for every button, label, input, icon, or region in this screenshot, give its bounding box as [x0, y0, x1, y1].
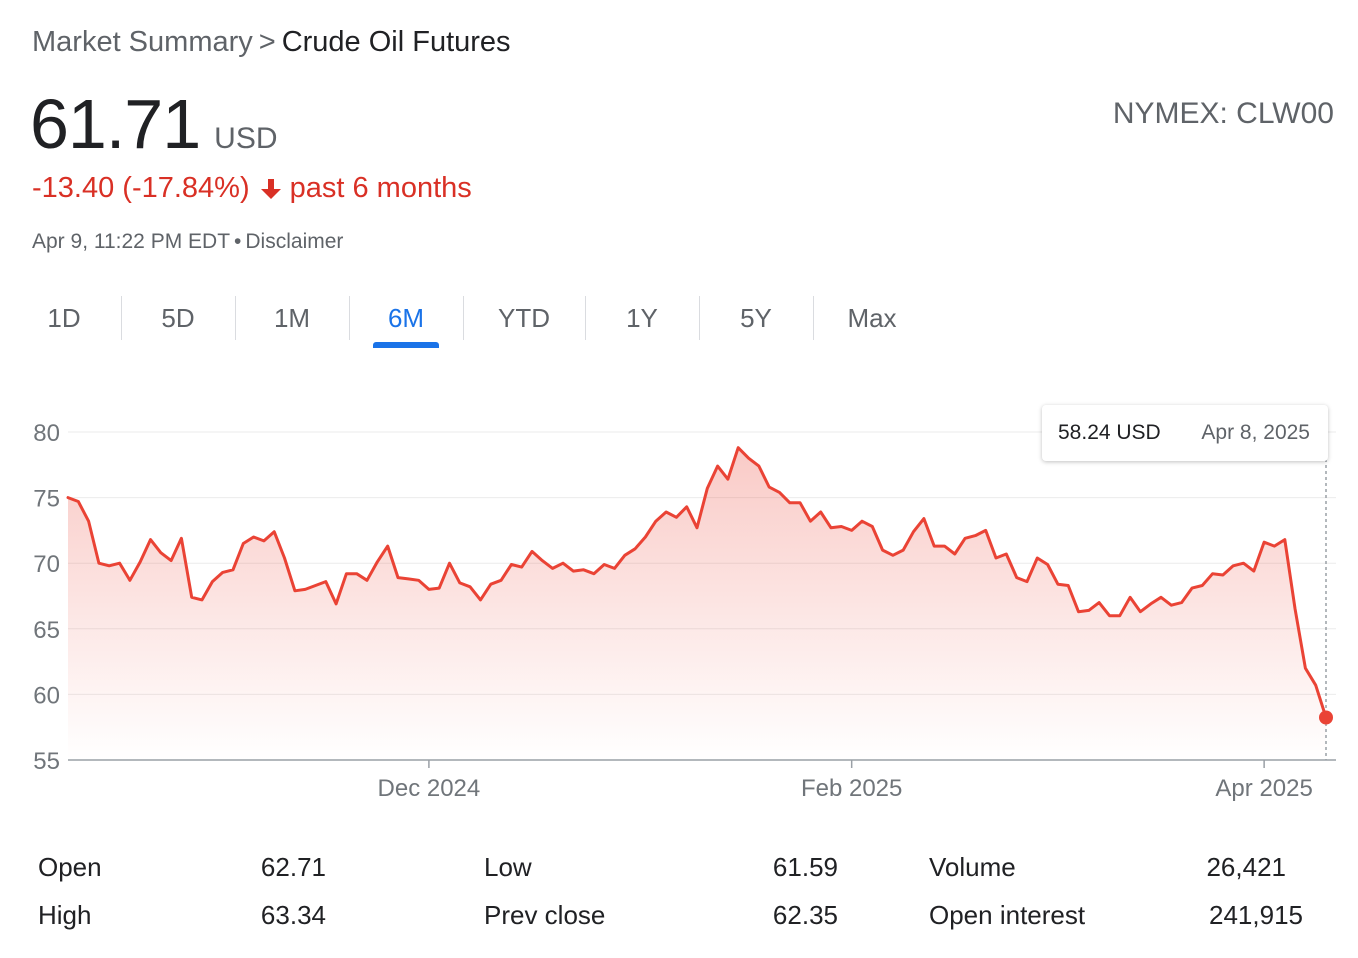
tab-divider [349, 296, 350, 340]
chart-tooltip: 58.24 USD Apr 8, 2025 [1042, 405, 1328, 461]
exchange-ticker: NYMEX: CLW00 [1112, 97, 1334, 130]
area-fill [68, 447, 1326, 760]
stat-label-low: Low [484, 852, 532, 882]
tab-max[interactable]: Max [814, 290, 930, 348]
price-chart-svg[interactable]: 80 75 70 65 60 55 Dec 2024 Feb 2025 Apr 2025 [0, 395, 1358, 815]
tab-divider [585, 296, 586, 340]
quote-timestamp: Apr 9, 11:22 PM EDT • Disclaimer [32, 230, 343, 254]
timestamp-text: Apr 9, 11:22 PM EDT [32, 230, 231, 253]
x-tick-label: Feb 2025 [801, 775, 902, 802]
stat-value-open-interest: 241,915 [1209, 900, 1303, 930]
stat-value-prev-close: 62.35 [772, 900, 838, 930]
stat-value-open: 62.71 [260, 852, 326, 882]
y-tick-label: 75 [33, 486, 60, 513]
tab-1m[interactable]: 1M [236, 290, 348, 348]
stats-table: Open 62.71 High 63.34 Low 61.59 Prev clo… [0, 838, 1358, 948]
current-price: 61.71 [30, 85, 201, 163]
tooltip-price: 58.24 USD [1058, 421, 1161, 444]
tab-label: 5Y [740, 303, 772, 333]
stat-label-open: Open [38, 852, 102, 882]
tab-5y[interactable]: 5Y [700, 290, 812, 348]
y-tick-label: 80 [33, 420, 60, 447]
currency-label: USD [214, 122, 278, 155]
tab-label: 1D [47, 303, 81, 333]
tab-divider [463, 296, 464, 340]
stat-label-prev-close: Prev close [484, 900, 606, 930]
stat-label-volume: Volume [929, 852, 1016, 882]
timestamp-separator: • [234, 230, 242, 253]
y-tick-label: 55 [33, 748, 60, 775]
tab-1d[interactable]: 1D [8, 290, 120, 348]
tab-1y[interactable]: 1Y [586, 290, 698, 348]
arrow-down-icon [260, 178, 281, 199]
stat-label-open-interest: Open interest [929, 900, 1086, 930]
tab-divider [121, 296, 122, 340]
tab-5d[interactable]: 5D [122, 290, 234, 348]
last-point-marker [1319, 710, 1333, 725]
x-tick-label: Apr 2025 [1215, 775, 1312, 802]
tab-label: 1M [273, 303, 311, 333]
tab-label: Max [847, 303, 897, 333]
y-tick-label: 70 [33, 551, 60, 578]
tab-label: 1Y [626, 303, 658, 333]
tab-label: 5D [161, 303, 195, 333]
change-value: -13.40 (-17.84%) [32, 172, 250, 204]
y-tick-label: 60 [33, 682, 60, 709]
stat-label-high: High [38, 900, 92, 930]
stat-value-volume: 26,421 [1206, 852, 1286, 882]
price-row: 61.71 USD [30, 84, 278, 164]
disclaimer-link[interactable]: Disclaimer [245, 230, 344, 253]
breadcrumb: Market Summary > Crude Oil Futures [32, 26, 511, 59]
breadcrumb-root[interactable]: Market Summary [32, 26, 253, 58]
tab-divider [813, 296, 814, 340]
tab-divider [235, 296, 236, 340]
x-tick-label: Dec 2024 [378, 775, 481, 802]
change-period: past 6 months [289, 172, 472, 204]
breadcrumb-separator: > [258, 26, 276, 58]
tab-divider [699, 296, 700, 340]
price-line [66, 446, 1328, 719]
stat-value-low: 61.59 [772, 852, 838, 882]
active-tab-indicator [373, 342, 439, 348]
tooltip-date: Apr 8, 2025 [1201, 421, 1310, 444]
price-change: -13.40 (-17.84%) past 6 months [32, 172, 472, 205]
tab-label: 6M [387, 303, 425, 333]
tab-6m[interactable]: 6M [350, 290, 462, 348]
price-chart[interactable]: 80 75 70 65 60 55 Dec 2024 Feb 2025 Apr 2025 [0, 395, 1358, 815]
range-tabs: 1D 5D 1M 6M YTD 1Y 5Y Max [0, 290, 930, 350]
y-tick-label: 65 [33, 617, 60, 644]
tab-label: YTD [498, 303, 550, 333]
tab-ytd[interactable]: YTD [464, 290, 584, 348]
breadcrumb-current: Crude Oil Futures [281, 26, 511, 58]
stat-value-high: 63.34 [260, 900, 326, 930]
